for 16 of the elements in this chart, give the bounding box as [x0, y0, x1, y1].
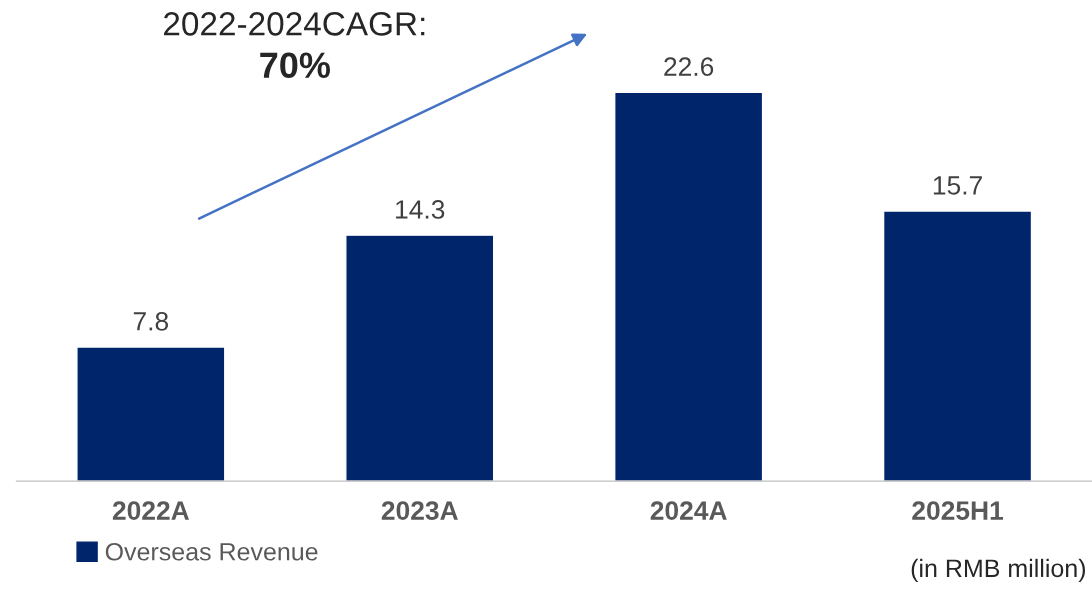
data-label: 22.6 [664, 57, 714, 77]
text: 2022-2024CAGR: [164, 12, 425, 36]
legend-label: Overseas Revenue [105, 542, 318, 561]
data-label: 15.7 [933, 176, 982, 195]
text: 70% [260, 52, 331, 78]
x-tick-label: 2023A [381, 501, 458, 521]
bar [345, 234, 495, 482]
data-label: 7.8 [133, 311, 169, 331]
x-tick-label: 2022A [112, 501, 190, 520]
x-tick-label: 2025H1 [912, 501, 1004, 520]
bar [613, 91, 764, 482]
bar [882, 210, 1033, 482]
x-tick-label: 2024A [650, 501, 727, 520]
text: (in RMB million) [911, 558, 1085, 583]
bar [76, 346, 226, 482]
data-label: 14.3 [396, 200, 445, 219]
